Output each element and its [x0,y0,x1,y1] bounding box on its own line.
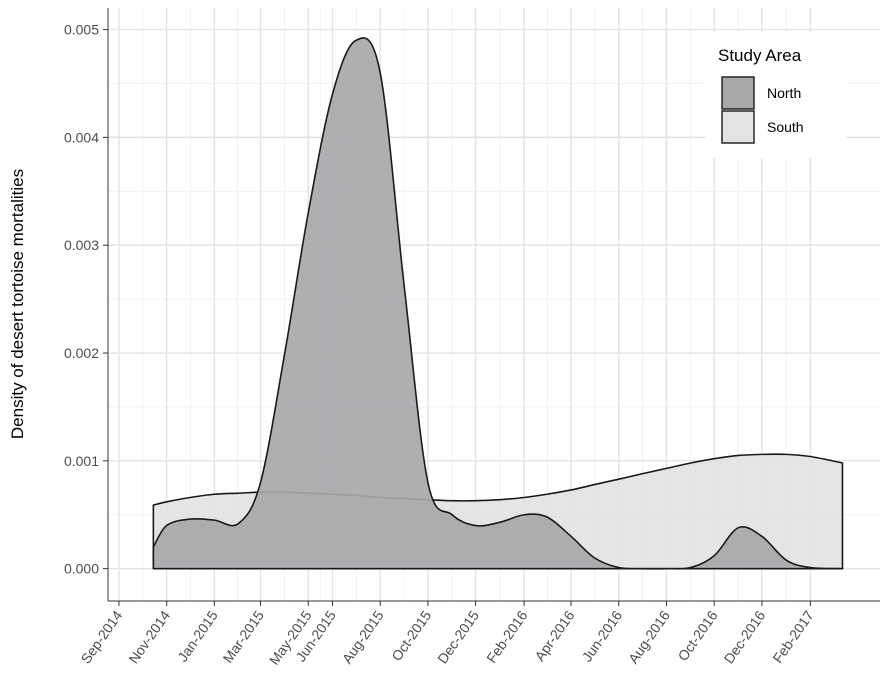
legend: Study Area North South [706,32,846,158]
x-tick-label: Dec-2015 [434,607,482,666]
y-tick-label: 0.005 [64,22,99,38]
y-tick-label: 0.000 [64,561,99,577]
x-tick-label: Mar-2015 [220,607,268,665]
legend-key-north [721,76,755,110]
x-tick-label: Nov-2014 [125,607,173,666]
legend-key-south [721,110,755,144]
density-area-north [152,37,844,570]
x-tick-label: Apr-2016 [531,607,577,664]
x-tick-label: Oct-2016 [674,607,720,664]
y-tick-label: 0.001 [64,453,99,469]
x-tick-label: Sep-2014 [77,607,125,666]
x-tick-label: Jan-2015 [174,607,221,664]
legend-title: Study Area [718,46,802,65]
y-tick-label: 0.003 [64,237,99,253]
x-tick-label: Aug-2015 [339,607,387,666]
legend-label-south: South [767,119,804,135]
x-tick-label: Oct-2015 [388,607,434,664]
y-tick-label: 0.002 [64,345,99,361]
x-tick-label: Jun-2016 [579,607,626,664]
series-areas [152,37,844,570]
x-tick-label: Feb-2017 [769,607,817,665]
x-tick-label: Feb-2016 [483,607,531,665]
y-tick-label: 0.004 [64,129,99,145]
x-tick-label: Aug-2016 [625,607,673,666]
y-axis-title: Density of desert tortoise mortalities [8,169,27,439]
legend-label-north: North [767,85,801,101]
x-tick-label: Dec-2016 [720,607,768,666]
